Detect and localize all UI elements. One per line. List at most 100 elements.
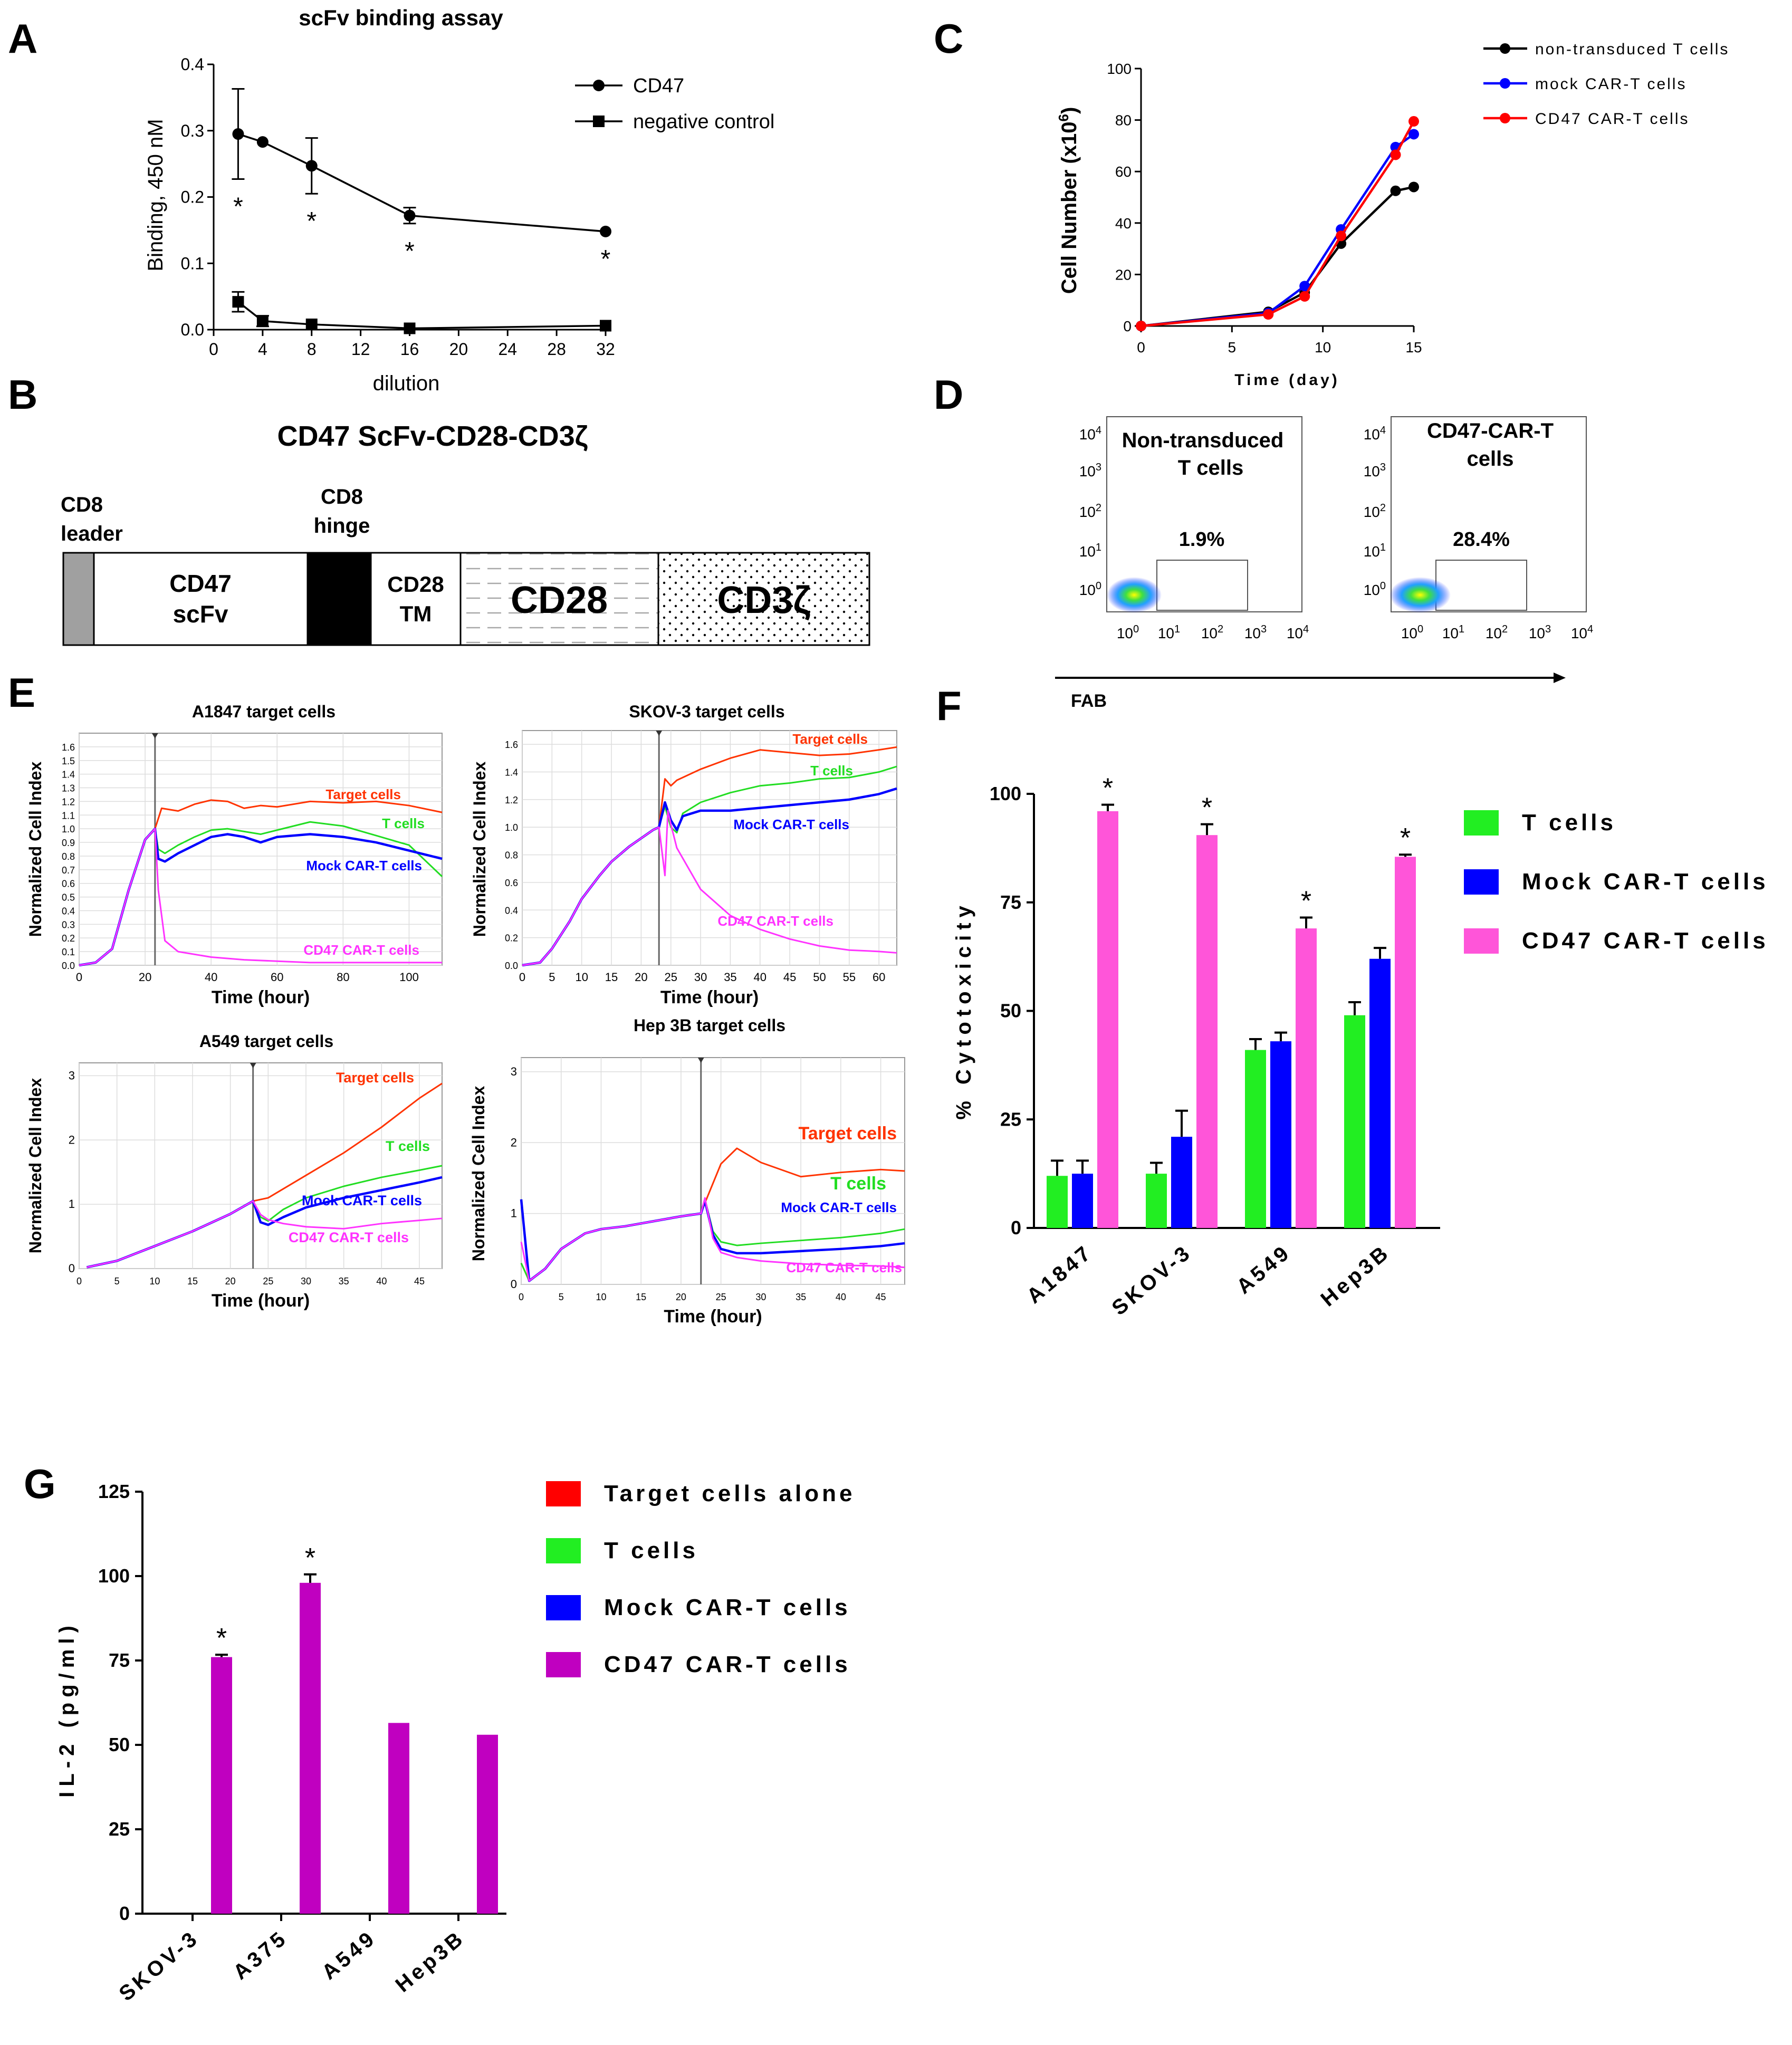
- rtca-xtick-label: 30: [301, 1276, 311, 1286]
- chart-f-category-label: SKOV-3: [1108, 1240, 1196, 1320]
- rtca-ytick-label: 1.2: [505, 795, 518, 805]
- rtca-ytick-label: 0.6: [505, 878, 518, 888]
- rtca-series-line: [79, 828, 442, 966]
- chart-a-ytick-label: 0.3: [181, 121, 204, 140]
- chart-g-ytick-label: 25: [109, 1818, 130, 1840]
- chart-c-legend-label: mock CAR-T cells: [1535, 75, 1686, 93]
- flow2-title-line2: cells: [1467, 447, 1514, 471]
- chart-g-category-label: A549: [318, 1926, 381, 1984]
- flow-xtick-label: 103: [1529, 623, 1551, 641]
- panel-label-b: B: [8, 371, 37, 418]
- flow2-cell-population: [1389, 577, 1451, 613]
- chart-g-ytick-label: 0: [119, 1903, 130, 1924]
- chart-c-xtick-label: 15: [1405, 339, 1422, 356]
- chart-c-xtick-label: 5: [1228, 339, 1237, 356]
- chart-g-bar: [300, 1582, 321, 1914]
- fab-arrow-head-icon: [1554, 673, 1566, 683]
- chart-g-significance-mark: *: [305, 1543, 315, 1573]
- rtca-plot-title: Hep 3B target cells: [634, 1016, 785, 1035]
- flow-xtick-label: 103: [1244, 623, 1267, 641]
- chart-f-category-label: Hep3B: [1316, 1240, 1394, 1311]
- rtca-xtick-label: 25: [263, 1276, 273, 1286]
- rtca-xtick-label: 35: [796, 1292, 806, 1302]
- flow-ytick-label: 101: [1364, 542, 1386, 560]
- scfv-segment: [93, 552, 309, 646]
- rtca-xtick-label: 45: [783, 971, 796, 984]
- chart-g-ytick-label: 125: [98, 1481, 130, 1502]
- chart-g-bar: [211, 1657, 232, 1914]
- flow1-gate-pct: 1.9%: [1179, 529, 1225, 551]
- chart-a-point: [305, 318, 318, 330]
- rtca-xtick-label: 50: [813, 971, 826, 984]
- chart-g-legend-label: T cells: [604, 1538, 698, 1563]
- chart-g-bar: [388, 1723, 409, 1914]
- rtca-plot-title: A1847 target cells: [192, 702, 336, 721]
- rtca-ytick-label: 1.4: [505, 767, 518, 778]
- rtca-ytick-label: 0.2: [62, 933, 75, 944]
- panel-c-chart: 0 20 40 60 80 100 0 5 10 15 Time (day) Cell Number …: [1056, 41, 1729, 389]
- rtca-xtick-label: 20: [676, 1292, 686, 1302]
- rtca-curve-label: T cells: [386, 1138, 430, 1154]
- chart-c-point: [1299, 291, 1310, 302]
- chart-c-point: [1263, 309, 1274, 320]
- rtca-xtick-label: 100: [399, 971, 419, 984]
- chart-g-ylabel: IL-2 (pg/ml): [55, 1620, 79, 1798]
- chart-c-legend-label: non-transduced T cells: [1535, 41, 1729, 58]
- chart-f-legend-swatch: [1464, 928, 1499, 954]
- cd8-leader-label-line1: CD8: [61, 493, 103, 516]
- chart-g-legend-swatch: [546, 1481, 581, 1506]
- rtca-curve-label: Target cells: [799, 1124, 897, 1144]
- chart-f-legend-label: Mock CAR-T cells: [1522, 869, 1769, 895]
- rtca-curve-label: T cells: [830, 1174, 886, 1194]
- chart-f-ytick-label: 100: [990, 783, 1021, 804]
- rtca-xlabel: Time (hour): [212, 987, 310, 1007]
- rtca-ytick-label: 0.0: [62, 961, 75, 971]
- chart-a-legend-label: negative control: [633, 111, 774, 133]
- rtca-xtick-label: 35: [724, 971, 736, 984]
- chart-f-bar: [1395, 857, 1416, 1228]
- flow-xtick-label: 101: [1442, 623, 1464, 641]
- chart-a-xtick-label: 4: [258, 340, 267, 359]
- chart-a-significance-mark: *: [405, 237, 415, 265]
- rtca-xtick-label: 20: [635, 971, 647, 984]
- scfv-label-line2: scFv: [173, 600, 228, 628]
- rtca-ytick-label: 0.4: [62, 906, 75, 916]
- cd8-hinge-segment: [306, 552, 372, 646]
- chart-g-legend-swatch: [546, 1595, 581, 1620]
- chart-a-ytick-label: 0.0: [181, 320, 204, 339]
- rtca-ytick-label: 0.8: [505, 850, 518, 861]
- flow-ytick-label: 102: [1079, 502, 1101, 520]
- chart-a-title: scFv binding assay: [299, 5, 503, 30]
- cd3z-label: CD3ζ: [717, 579, 810, 621]
- chart-a-point: [256, 315, 269, 327]
- rtca-xtick-label: 15: [636, 1292, 646, 1302]
- panel-d-flow-cytometry: Non-transduced T cells 1.9% CD47-CAR-T c…: [1055, 416, 1593, 711]
- rtca-curve-label: CD47 CAR-T cells: [717, 913, 833, 929]
- chart-f-bar: [1072, 1174, 1093, 1228]
- panel-f-cytotoxicity-chart: 0 25 50 75 100 % Cytotoxicity * A1847 * SKOV-3 * A5…: [952, 773, 1769, 1320]
- rtca-curve-label: Mock CAR-T cells: [733, 817, 849, 832]
- rtca-xtick-label: 15: [187, 1276, 198, 1286]
- chart-g-category-label: A375: [229, 1926, 292, 1984]
- chart-a-xtick-label: 32: [596, 340, 615, 359]
- rtca-plot-frame: [521, 1057, 905, 1285]
- chart-a-xtick-label: 16: [400, 340, 419, 359]
- flow1-cell-population: [1107, 577, 1162, 613]
- rtca-ylabel: Normalized Cell Index: [26, 1078, 45, 1254]
- chart-f-bar: [1344, 1015, 1365, 1228]
- rtca-curve-label: Target cells: [325, 786, 401, 802]
- rtca-xtick-label: 10: [149, 1276, 160, 1286]
- rtca-xtick-label: 30: [755, 1292, 766, 1302]
- chart-g-significance-mark: *: [216, 1623, 227, 1654]
- chart-f-bar: [1171, 1137, 1192, 1228]
- chart-f-legend-label: T cells: [1522, 810, 1616, 836]
- flow-xtick-label: 104: [1287, 623, 1309, 641]
- chart-f-legend-swatch: [1464, 810, 1499, 836]
- chart-g-legend-swatch: [546, 1652, 581, 1677]
- chart-a-point: [404, 322, 416, 334]
- rtca-treatment-marker-icon: [697, 1058, 704, 1063]
- chart-f-bar: [1097, 811, 1118, 1228]
- chart-a-series-line: [237, 133, 606, 233]
- rtca-curve-label: CD47 CAR-T cells: [289, 1230, 409, 1245]
- rtca-ytick-label: 3: [69, 1069, 75, 1082]
